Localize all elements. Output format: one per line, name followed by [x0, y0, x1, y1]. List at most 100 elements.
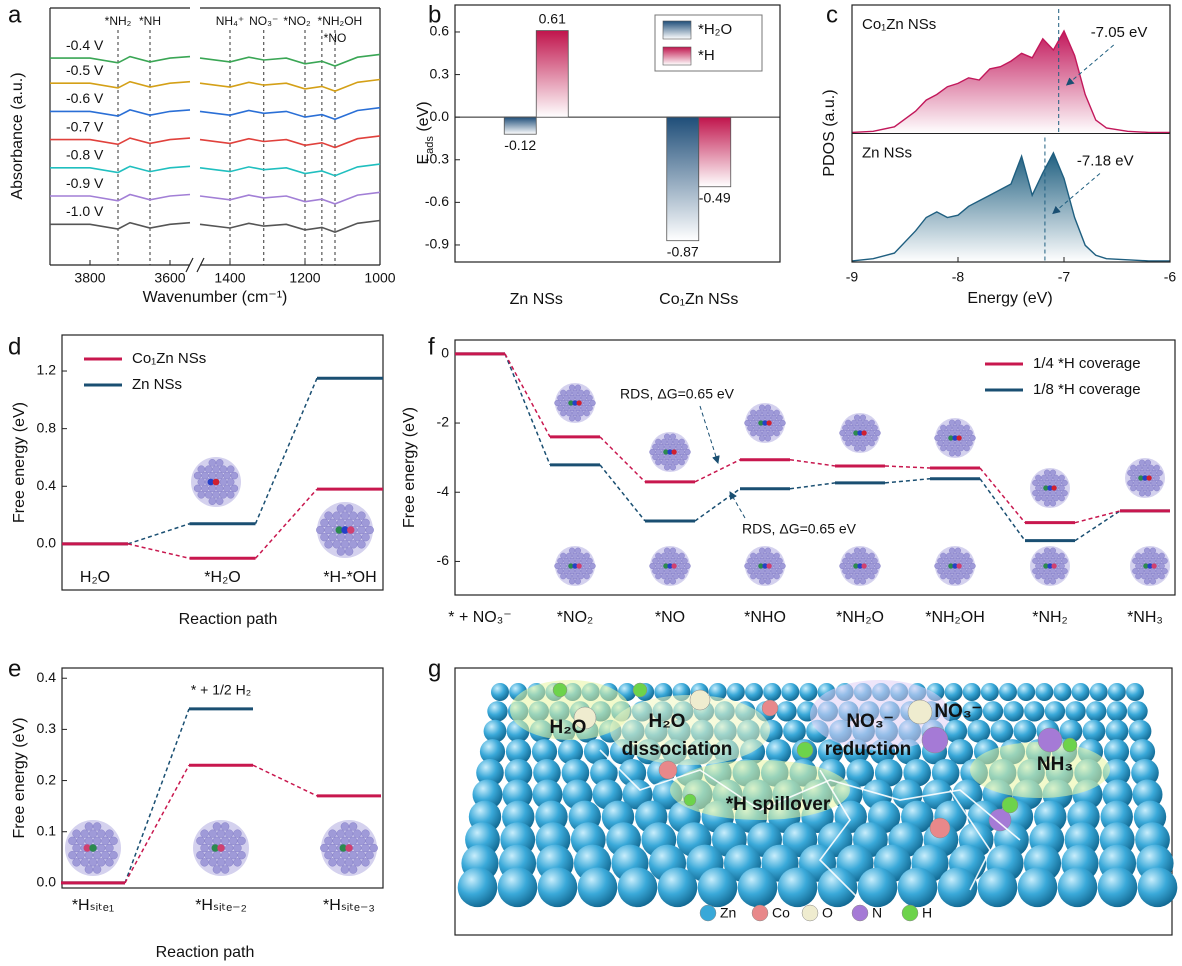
model-atom: [767, 409, 774, 416]
model-atom: [92, 836, 102, 845]
model-atom: [747, 414, 754, 421]
surface-atom: [497, 867, 538, 908]
model-atom: [1144, 469, 1151, 476]
connector: [127, 543, 190, 560]
surface-atom: [583, 739, 610, 765]
model-atom: [750, 562, 757, 570]
model-atom: [854, 424, 861, 431]
connector: [254, 488, 318, 559]
model-atom: [569, 394, 576, 401]
model-atom: [365, 836, 374, 845]
model-atom: [1141, 485, 1149, 492]
model-adsorbate: [663, 563, 669, 569]
panel-letter: a: [8, 1, 22, 28]
model-atom: [951, 445, 959, 452]
connector: [1074, 510, 1121, 542]
surface-atom: [763, 683, 782, 701]
model-atom: [1152, 573, 1159, 580]
model-atom: [1158, 573, 1165, 580]
x-tick-label: *NO: [655, 609, 685, 626]
model-atom: [208, 459, 217, 467]
model-atom: [951, 573, 959, 580]
model-atom: [92, 851, 102, 860]
model-atom: [1155, 557, 1162, 564]
y-tick-label: 1.2: [37, 362, 57, 378]
model-atom: [328, 843, 337, 853]
model-atom: [963, 552, 970, 559]
model-atom: [664, 464, 671, 471]
model-atom: [764, 568, 771, 575]
area-fill: [852, 152, 1170, 262]
model-atom: [658, 557, 665, 564]
surface-atom: [697, 867, 738, 908]
illustration-label: NH₃: [1037, 754, 1073, 775]
spark: [818, 769, 861, 901]
model-atom: [1136, 464, 1143, 471]
model-atom: [1058, 495, 1065, 502]
model-atom: [105, 843, 114, 853]
model-atom: [1038, 557, 1045, 564]
model-atom: [954, 419, 961, 426]
model-atom: [1052, 495, 1059, 502]
model-atom: [1133, 480, 1140, 487]
model-adsorbate: [1151, 563, 1157, 569]
model-atom: [1161, 557, 1168, 564]
model-atom: [943, 568, 950, 575]
model-atom: [954, 429, 961, 436]
model-atom: [68, 851, 77, 860]
y-axis-label: Eads (eV): [415, 101, 436, 164]
model-atom: [583, 389, 590, 396]
model-atom: [1038, 479, 1045, 486]
x-tick-label: *NHO: [744, 609, 786, 626]
connector: [124, 708, 190, 884]
model-atom: [675, 443, 682, 450]
catalyst-model: [839, 546, 881, 586]
legend-label: Co: [772, 905, 790, 921]
y-tick-label: 0.4: [37, 669, 57, 685]
surface-atom: [502, 779, 533, 810]
connector: [127, 523, 190, 545]
surface-atom: [947, 739, 974, 765]
model-atom: [569, 578, 576, 585]
model-atom: [851, 573, 858, 580]
model-atom: [678, 448, 685, 456]
model-atom: [655, 552, 662, 559]
model-atom: [566, 410, 573, 417]
model-atom: [1149, 578, 1156, 585]
model-atom: [566, 389, 573, 396]
legend-label: 1/4 *H coverage: [1033, 355, 1141, 372]
model-atom: [1055, 568, 1062, 575]
model-adsorbate: [576, 400, 582, 406]
model-adsorbate: [956, 563, 962, 569]
model-atom: [954, 450, 961, 457]
model-atom: [233, 843, 242, 853]
model-atom: [937, 440, 944, 447]
connector: [124, 764, 190, 884]
y-tick-label: 0.0: [430, 108, 450, 124]
model-atom: [200, 843, 209, 853]
surface-atom: [857, 867, 898, 908]
model-atom: [672, 438, 679, 445]
model-atom: [856, 440, 864, 447]
connector: [252, 764, 318, 797]
model-atom: [658, 454, 665, 461]
model-adsorbate: [89, 844, 97, 852]
model-atom: [756, 552, 763, 559]
model-atom: [940, 562, 947, 570]
model-atom: [336, 829, 345, 838]
model-atom: [233, 829, 242, 838]
model-atom: [72, 858, 81, 867]
spectrum-line: [50, 78, 381, 92]
model-atom: [574, 415, 581, 422]
model-atom: [340, 865, 350, 874]
model-atom: [1146, 573, 1154, 580]
model-atom: [681, 557, 688, 564]
model-adsorbate: [1142, 475, 1148, 481]
model-atom: [868, 573, 875, 580]
surface-atom: [1082, 719, 1106, 743]
model-atom: [557, 568, 564, 575]
y-axis-label: PDOS (a.u.): [821, 89, 838, 176]
plot-frame: [454, 339, 1176, 596]
molecule-atom: [907, 699, 933, 725]
model-atom: [569, 568, 576, 575]
